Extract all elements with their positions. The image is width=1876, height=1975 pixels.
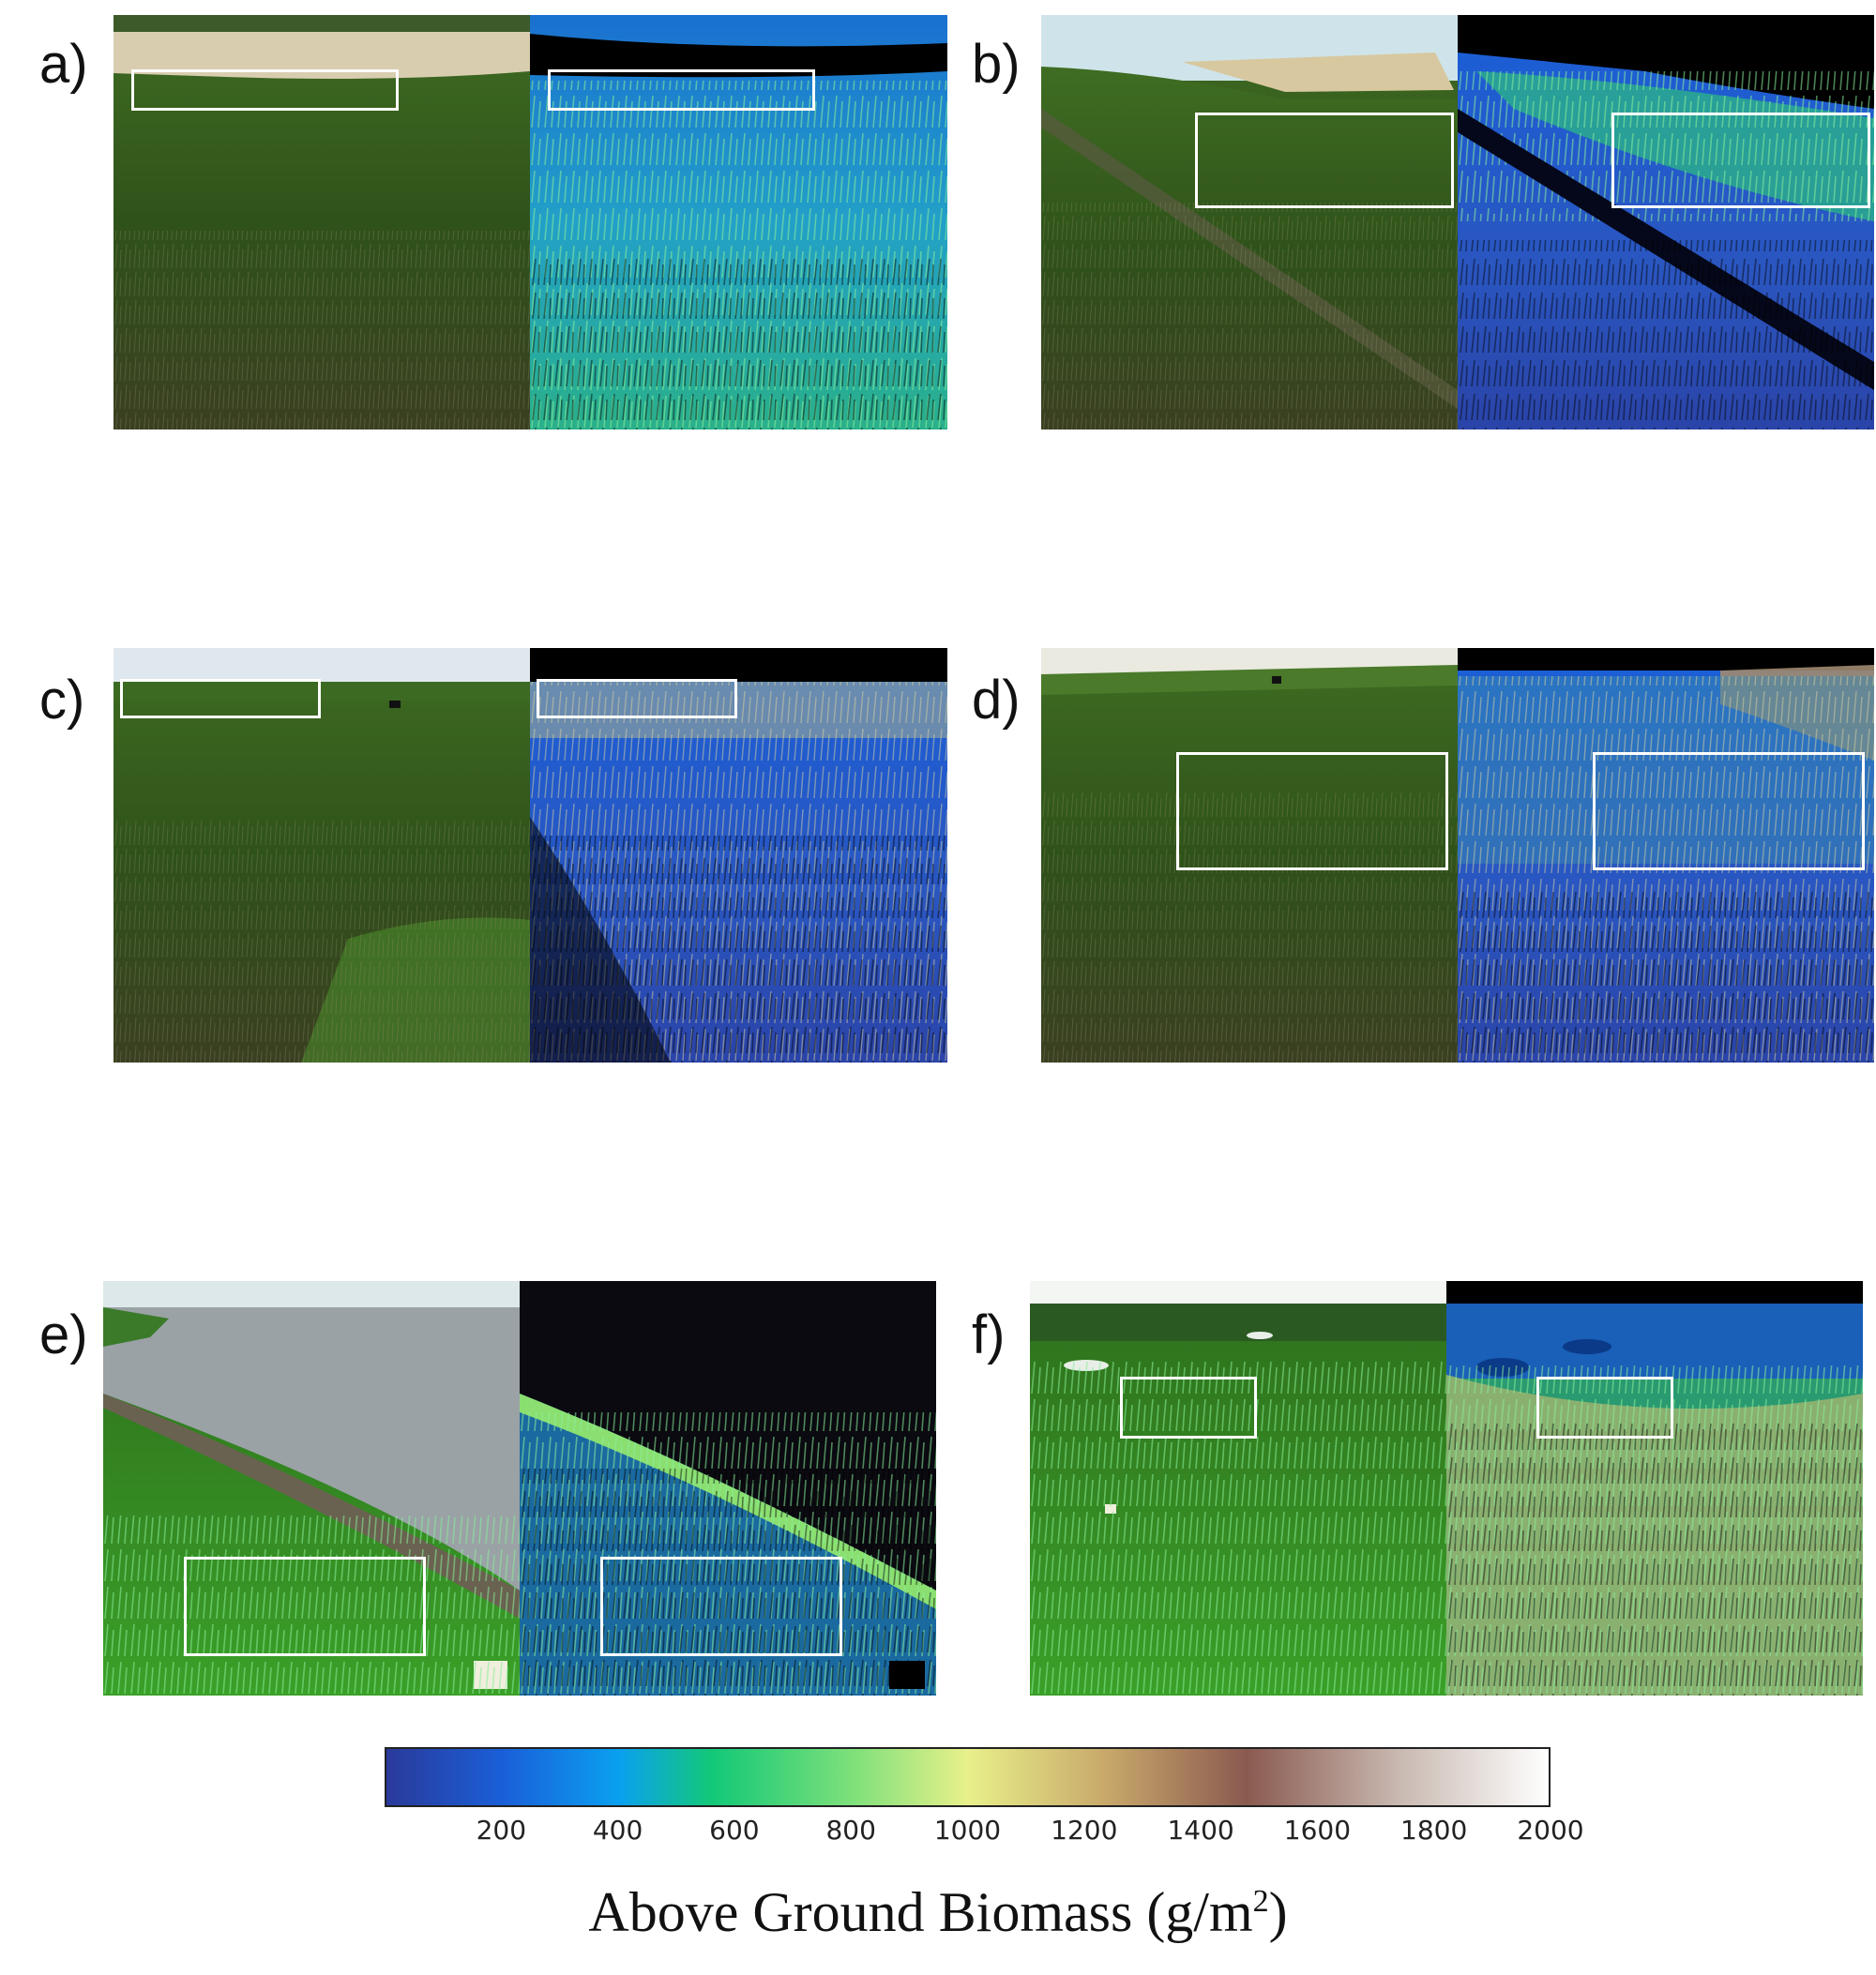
colorbar-title-superscript: 2 <box>1252 1884 1269 1919</box>
colorbar <box>385 1747 1551 1807</box>
panel-f-rgb-roi <box>1120 1377 1257 1439</box>
panel-c-rgb-photo <box>113 648 530 1063</box>
panel-label-f: f) <box>972 1304 1006 1365</box>
panel-b-rgb-roi <box>1195 113 1454 208</box>
colorbar-tick-label: 1200 <box>1051 1815 1118 1846</box>
panel-e-biomass-map <box>520 1281 936 1696</box>
panel-e-map-roi <box>600 1557 842 1656</box>
panel-d-rgb-photo <box>1041 648 1458 1063</box>
colorbar-tick-label: 200 <box>476 1815 527 1846</box>
colorbar-tick-label: 1800 <box>1400 1815 1468 1846</box>
panel-a-map-roi <box>548 69 815 111</box>
colorbar-title-main: Above Ground Biomass (g/m <box>588 1881 1253 1943</box>
panel-d-map-roi <box>1593 752 1865 870</box>
colorbar-title-end: ) <box>1268 1881 1288 1943</box>
colorbar-tick-label: 2000 <box>1517 1815 1584 1846</box>
colorbar-tick-label: 400 <box>592 1815 643 1846</box>
panel-f-biomass-map <box>1446 1281 1863 1696</box>
panel-c-rgb-roi <box>120 679 321 718</box>
panel-label-e: e) <box>39 1304 88 1365</box>
colorbar-tick-label: 1600 <box>1283 1815 1352 1846</box>
panel-label-c: c) <box>39 670 85 731</box>
panel-label-a: a) <box>39 34 88 95</box>
colorbar-tick-label: 1000 <box>933 1815 1002 1846</box>
panel-label-b: b) <box>972 34 1021 95</box>
panel-c-map-roi <box>537 679 737 718</box>
panel-e-rgb-roi <box>184 1557 426 1656</box>
panel-b-map-roi <box>1611 113 1870 208</box>
panel-f-map-roi <box>1536 1377 1673 1439</box>
panel-b-biomass-map <box>1458 15 1874 430</box>
panel-d-rgb-roi <box>1176 752 1448 870</box>
panel-b-rgb-photo <box>1041 15 1458 430</box>
panel-label-d: d) <box>972 670 1021 731</box>
panel-e-rgb-photo <box>103 1281 520 1696</box>
panel-a-biomass-map <box>530 15 947 430</box>
colorbar-tick-label: 600 <box>709 1815 760 1846</box>
panel-f-rgb-photo <box>1030 1281 1446 1696</box>
colorbar-tick-label: 800 <box>825 1815 876 1846</box>
panel-a-rgb-photo <box>113 15 530 430</box>
panel-a-rgb-roi <box>131 69 399 111</box>
colorbar-title: Above Ground Biomass (g/m2) <box>0 1880 1876 1945</box>
colorbar-tick-label: 1400 <box>1167 1815 1234 1846</box>
